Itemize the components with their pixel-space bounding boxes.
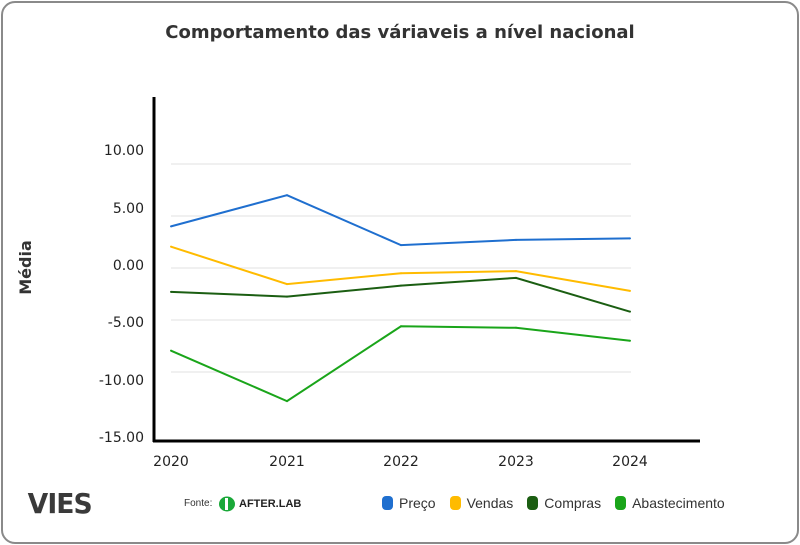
x-tick-label: 2024 bbox=[612, 454, 648, 470]
x-tick-label: 2020 bbox=[153, 454, 189, 470]
y-tick-label: -15.00 bbox=[99, 430, 144, 446]
x-tick-label: 2022 bbox=[383, 454, 419, 470]
legend-item[interactable]: Abastecimento bbox=[615, 495, 725, 511]
data-point bbox=[400, 284, 402, 287]
data-point bbox=[629, 310, 631, 313]
y-tick-label: -10.00 bbox=[99, 373, 144, 389]
footer: VIES Fonte: AFTER.LAB Preço Vendas Compras… bbox=[0, 487, 800, 520]
series-line-vendas bbox=[170, 245, 631, 292]
data-point bbox=[286, 283, 288, 286]
legend-swatch bbox=[449, 496, 461, 510]
data-point bbox=[170, 349, 172, 352]
y-tick-label: 0.00 bbox=[113, 258, 144, 274]
data-point bbox=[515, 238, 517, 241]
legend-swatch bbox=[615, 496, 627, 510]
legend-label: Vendas bbox=[466, 495, 514, 511]
legend-item[interactable]: Vendas bbox=[449, 495, 514, 511]
legend-swatch bbox=[382, 496, 393, 510]
source-name: AFTER.LAB bbox=[239, 498, 302, 510]
y-tick-label: 10.00 bbox=[104, 143, 144, 159]
data-point bbox=[170, 225, 172, 228]
afterlab-logo: AFTER.LAB bbox=[218, 496, 301, 512]
data-point bbox=[629, 339, 631, 342]
data-point bbox=[286, 400, 288, 403]
data-point bbox=[400, 272, 402, 275]
legend-label: Compras bbox=[544, 495, 602, 511]
x-tick-label: 2021 bbox=[269, 454, 305, 470]
vies-logo: VIES bbox=[27, 487, 93, 520]
legend-item[interactable]: Preço bbox=[382, 495, 436, 511]
legend-label: Abastecimento bbox=[632, 495, 725, 511]
data-point bbox=[400, 325, 402, 328]
data-point bbox=[170, 290, 172, 293]
data-point bbox=[515, 270, 517, 273]
data-point bbox=[629, 237, 631, 240]
y-tick-label: -5.00 bbox=[108, 315, 144, 331]
legend: Preço Vendas Compras Abastecimento bbox=[382, 495, 725, 511]
legend-label: Preço bbox=[399, 495, 436, 511]
data-point bbox=[515, 276, 517, 279]
data-point bbox=[286, 295, 288, 298]
data-point bbox=[515, 326, 517, 329]
source-label: Fonte: bbox=[184, 498, 213, 509]
series-line-preço bbox=[170, 194, 631, 247]
legend-swatch bbox=[527, 496, 539, 510]
data-point bbox=[286, 194, 288, 197]
data-point bbox=[170, 245, 172, 248]
y-tick-label: 5.00 bbox=[113, 201, 144, 217]
data-point bbox=[400, 244, 402, 247]
legend-item[interactable]: Compras bbox=[527, 495, 601, 511]
afterlab-logo-icon bbox=[219, 496, 235, 512]
data-point bbox=[629, 289, 631, 292]
x-tick-label: 2023 bbox=[498, 454, 534, 470]
chart-title: Comportamento das váriaveis a nível naci… bbox=[165, 22, 635, 43]
series-line-compras bbox=[170, 276, 631, 313]
series-line-abastecimento bbox=[170, 325, 631, 403]
